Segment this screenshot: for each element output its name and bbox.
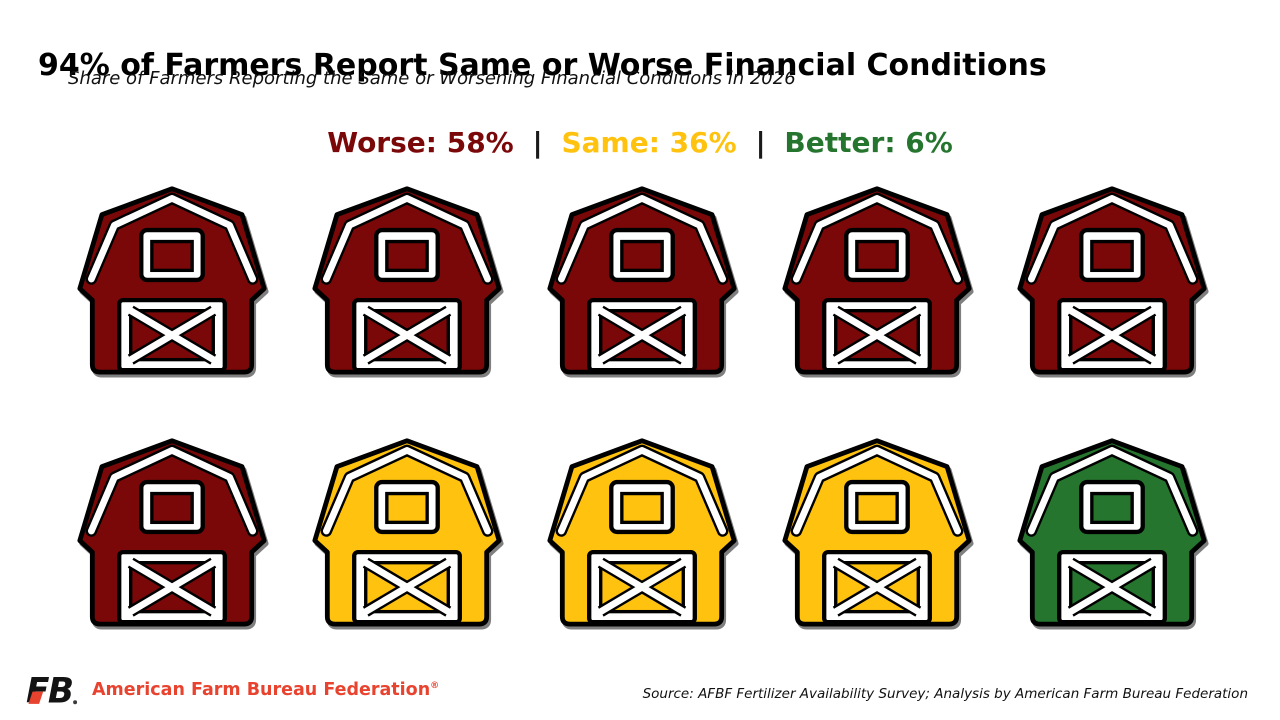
barn-cell bbox=[289, 431, 524, 631]
page-title: 94% of Farmers Report Same or Worse Fina… bbox=[38, 48, 1047, 84]
afbf-logo-fb-letters: FB bbox=[26, 671, 73, 711]
barn-icon-worse bbox=[546, 179, 738, 379]
barn-cell bbox=[759, 179, 994, 379]
barn-cell bbox=[54, 179, 289, 379]
barn-icon-same bbox=[781, 431, 973, 631]
registered-mark: ® bbox=[430, 681, 440, 692]
barn-icon-better bbox=[1016, 431, 1208, 631]
barn-icon-worse bbox=[76, 179, 268, 379]
legend-item-worse: Worse: 58% bbox=[327, 126, 514, 159]
footer-brand-name: American Farm Bureau Federation® bbox=[92, 680, 440, 700]
barn-icon-worse bbox=[311, 179, 503, 379]
barn-row-2 bbox=[54, 431, 1229, 631]
barn-cell bbox=[994, 431, 1229, 631]
barn-icon-worse bbox=[1016, 179, 1208, 379]
barn-icon-worse bbox=[781, 179, 973, 379]
barn-row-1 bbox=[54, 179, 1229, 379]
afbf-logo-icon: FB bbox=[26, 671, 78, 711]
barn-cell bbox=[994, 179, 1229, 379]
afbf-logo-red-parallelogram bbox=[28, 691, 44, 704]
legend-separator: | bbox=[755, 126, 766, 159]
barn-icon-same bbox=[546, 431, 738, 631]
footer-brand-block: FB American Farm Bureau Federation® bbox=[26, 668, 439, 712]
barn-cell bbox=[289, 179, 524, 379]
legend-separator: | bbox=[532, 126, 543, 159]
barn-cell bbox=[759, 431, 994, 631]
barn-cell bbox=[54, 431, 289, 631]
barn-cell bbox=[524, 179, 759, 379]
source-attribution: Source: AFBF Fertilizer Availability Sur… bbox=[642, 686, 1248, 702]
legend: Worse: 58% | Same: 36% | Better: 6% bbox=[0, 126, 1280, 159]
barn-icon-same bbox=[311, 431, 503, 631]
chart-subtitle: Share of Farmers Reporting the Same or W… bbox=[68, 68, 796, 89]
barn-cell bbox=[524, 431, 759, 631]
barn-icon-worse bbox=[76, 431, 268, 631]
legend-item-better: Better: 6% bbox=[784, 126, 953, 159]
legend-item-same: Same: 36% bbox=[561, 126, 737, 159]
afbf-logo-registered-dot bbox=[73, 700, 78, 705]
